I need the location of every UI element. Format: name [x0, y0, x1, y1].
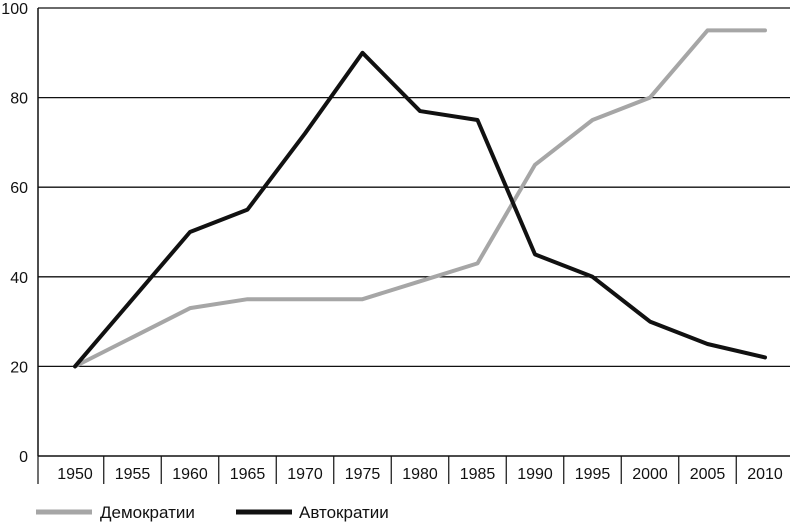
x-tick-label: 1970 — [287, 466, 323, 483]
y-tick-label: 20 — [10, 359, 28, 376]
y-tick-label: 80 — [10, 91, 28, 108]
x-tick-labels: 1950 1955 1960 1965 1970 1975 1980 1985 1990 1995… — [37, 456, 783, 484]
legend-item-democracies: Демократии — [36, 503, 195, 522]
x-tick-label: 1995 — [575, 466, 611, 483]
x-tick-label: 1990 — [517, 466, 553, 483]
x-tick-label: 2000 — [632, 466, 668, 483]
y-tick-label: 0 — [19, 449, 28, 466]
legend-label-autocracies: Автократии — [299, 503, 389, 522]
y-tick-labels: 0 20 40 60 80 100 — [1, 1, 28, 466]
y-tick-label: 100 — [1, 1, 28, 18]
x-tick-label: 1980 — [402, 466, 438, 483]
series-line-democracies — [73, 28, 767, 369]
x-tick-label: 1985 — [460, 466, 496, 483]
x-tick-label: 1965 — [230, 466, 266, 483]
x-tick-label: 1950 — [57, 466, 93, 483]
series-line-autocracies — [73, 50, 767, 369]
y-tick-label: 40 — [10, 270, 28, 287]
x-tick-label: 1955 — [115, 466, 151, 483]
axes — [37, 8, 790, 457]
grid-lines — [38, 7, 790, 368]
y-tick-label: 60 — [10, 180, 28, 197]
legend-label-democracies: Демократии — [100, 503, 195, 522]
x-tick-label: 2005 — [690, 466, 726, 483]
x-tick-label: 1975 — [345, 466, 381, 483]
legend: Демократии Автократии — [36, 503, 389, 522]
series-lines — [73, 28, 767, 369]
legend-item-autocracies: Автократии — [236, 503, 389, 522]
x-tick-label: 1960 — [172, 466, 208, 483]
x-tick-label: 2010 — [747, 466, 783, 483]
